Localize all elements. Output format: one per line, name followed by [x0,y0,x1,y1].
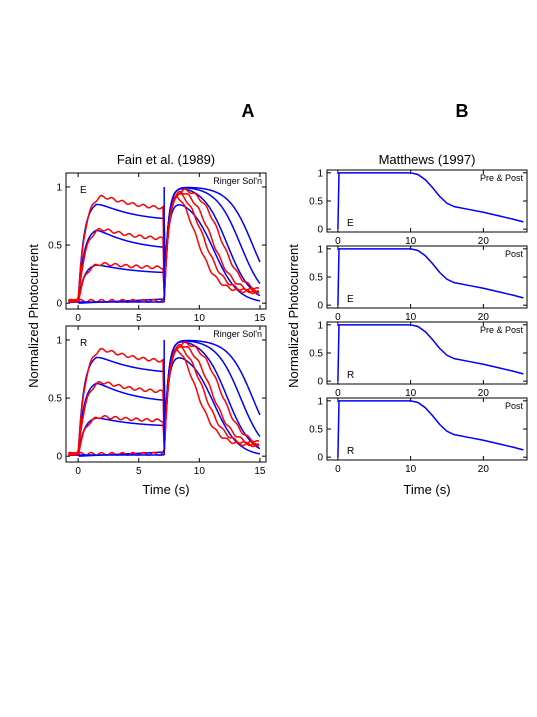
x-tick-label: 20 [478,464,490,475]
x-tick-label: 0 [335,312,341,323]
y-tick-label: 0 [317,453,323,464]
corner-label: Ringer Sol'n [213,329,262,339]
x-tick-label: 10 [194,313,206,324]
inset-label: R [80,338,87,349]
y-tick-label: 0 [317,377,323,388]
x-tick-label: 5 [136,313,142,324]
model-curve [337,324,524,382]
x-tick-label: 15 [254,313,266,324]
x-tick-label: 10 [405,464,417,475]
y-tick-label: 0.5 [48,394,62,405]
x-tick-label: 0 [335,464,341,475]
axes-frame [65,172,267,310]
x-tick-label: 20 [478,236,490,247]
y-tick-label: 1 [56,182,62,193]
x-tick-label: 10 [194,466,206,477]
plot-fain-R: 0 5 10 15 0 0.5 1 Ringer Sol'n R [48,325,267,477]
y-tick-label: 0 [317,225,323,236]
x-tick-label: 15 [254,466,266,477]
axes-frame [326,397,528,461]
panel-b-letter: B [456,101,469,121]
inset-label: R [347,370,354,381]
y-tick-label: 0.5 [309,273,323,284]
x-tick-label: 20 [478,312,490,323]
model-curve [337,248,524,306]
model-curve [337,400,524,458]
panel-a-title: Fain et al. (1989) [117,152,215,167]
panel-a-ylabel: Normalized Photocurrent [26,244,41,388]
panel-b-ylabel: Normalized Photocurrent [286,244,301,388]
x-tick-label: 0 [75,466,81,477]
inset-label: R [347,446,354,457]
corner-label: Post [505,401,524,411]
y-tick-label: 1 [317,320,323,331]
corner-label: Post [505,249,524,259]
x-tick-label: 20 [478,388,490,399]
y-tick-label: 0 [317,301,323,312]
model-curve [337,172,524,230]
y-tick-label: 1 [317,244,323,255]
panel-b-title: Matthews (1997) [379,152,476,167]
corner-label: Pre & Post [480,325,524,335]
y-tick-label: 0.5 [309,349,323,360]
x-tick-label: 10 [405,236,417,247]
x-tick-label: 0 [75,313,81,324]
y-tick-label: 0.5 [309,425,323,436]
y-tick-label: 1 [317,396,323,407]
x-tick-label: 10 [405,388,417,399]
inset-label: E [347,218,354,229]
axes-frame [326,245,528,309]
y-tick-label: 1 [56,335,62,346]
y-tick-label: 1 [317,168,323,179]
x-tick-label: 0 [335,236,341,247]
plot-matthews-4: 0 10 20 0 0.5 1 Post R [309,396,528,475]
x-tick-label: 10 [405,312,417,323]
y-tick-label: 0.5 [48,241,62,252]
corner-label: Pre & Post [480,173,524,183]
plot-matthews-1: 0 10 20 0 0.5 1 Pre & Post E [309,168,528,247]
y-tick-label: 0.5 [309,197,323,208]
inset-label: E [347,294,354,305]
plot-fain-E: 0 5 10 15 0 0.5 1 Ringer Sol'n E [48,172,267,324]
y-tick-label: 0 [56,452,62,463]
plot-matthews-3: 0 10 20 0 0.5 1 Pre & Post R [309,320,528,399]
panel-a-letter: A [242,101,255,121]
plot-matthews-2: 0 10 20 0 0.5 1 Post E [309,244,528,323]
x-tick-label: 5 [136,466,142,477]
corner-label: Ringer Sol'n [213,176,262,186]
y-tick-label: 0 [56,299,62,310]
panel-b-xlabel: Time (s) [403,482,450,497]
axes-frame [65,325,267,463]
panel-a-xlabel: Time (s) [142,482,189,497]
inset-label: E [80,185,87,196]
x-tick-label: 0 [335,388,341,399]
